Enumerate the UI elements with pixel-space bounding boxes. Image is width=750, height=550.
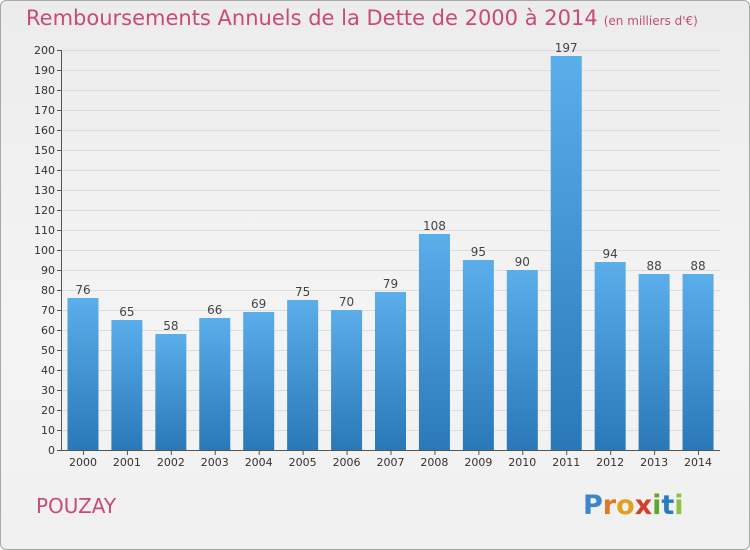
bar <box>111 320 143 450</box>
y-tick-label: 50 <box>41 344 55 357</box>
x-tick-label: 2006 <box>333 456 361 469</box>
bar <box>375 292 406 450</box>
bar <box>287 300 319 450</box>
x-tick-label: 2002 <box>157 456 185 469</box>
chart-title-text: Remboursements Annuels de la Dette de 20… <box>26 6 598 30</box>
data-label: 108 <box>423 219 446 233</box>
x-tick-label: 2013 <box>640 456 668 469</box>
data-label: 58 <box>163 319 178 333</box>
chart-title: Remboursements Annuels de la Dette de 20… <box>26 6 698 30</box>
chart-unit: (en milliers d'€) <box>603 14 698 28</box>
y-tick-label: 70 <box>41 304 55 317</box>
bar <box>506 270 538 450</box>
axis-layer: 0 10 20 30 40 50 60 70 80 90 100 110 120 130 140 150 160… <box>34 44 720 457</box>
x-tick-label: 2001 <box>113 456 141 469</box>
data-label: 90 <box>515 255 530 269</box>
y-tick-label: 200 <box>34 44 55 57</box>
y-tick-label: 90 <box>41 264 55 277</box>
data-label: 88 <box>646 259 661 273</box>
x-tick-label: 2010 <box>508 456 536 469</box>
label-layer: 2000 76 2001 65 2002 58 2003 66 2004 69 2005 75 2006… <box>69 41 712 469</box>
bar <box>462 260 494 450</box>
x-tick-label: 2007 <box>377 456 405 469</box>
y-tick-label: 140 <box>34 164 55 177</box>
y-tick-label: 10 <box>41 424 55 437</box>
x-tick-label: 2014 <box>684 456 712 469</box>
y-tick-label: 60 <box>41 324 55 337</box>
data-label: 88 <box>690 259 705 273</box>
y-tick-label: 80 <box>41 284 55 297</box>
data-label: 70 <box>339 295 354 309</box>
y-tick-label: 100 <box>34 244 55 257</box>
y-tick-label: 30 <box>41 384 55 397</box>
y-tick-label: 160 <box>34 124 55 137</box>
data-label: 75 <box>295 285 310 299</box>
bar <box>638 274 670 450</box>
y-tick-label: 190 <box>34 64 55 77</box>
x-tick-label: 2011 <box>552 456 580 469</box>
data-label: 65 <box>119 305 134 319</box>
bar <box>243 312 275 450</box>
x-tick-label: 2003 <box>201 456 229 469</box>
y-tick-label: 170 <box>34 104 55 117</box>
x-tick-label: 2009 <box>464 456 492 469</box>
data-label: 69 <box>251 297 266 311</box>
proxiti-logo: Proxiti <box>583 490 684 521</box>
y-tick-label: 0 <box>48 444 55 457</box>
data-label: 76 <box>75 283 90 297</box>
y-tick-label: 20 <box>41 404 55 417</box>
x-tick-label: 2012 <box>596 456 624 469</box>
bar <box>418 234 450 450</box>
x-tick-label: 2000 <box>69 456 97 469</box>
x-tick-label: 2008 <box>420 456 448 469</box>
data-label: 94 <box>603 247 618 261</box>
bar-layer <box>67 56 714 450</box>
y-tick-label: 180 <box>34 84 55 97</box>
bar <box>199 318 231 450</box>
bar <box>331 310 363 450</box>
y-tick-label: 120 <box>34 204 55 217</box>
bar <box>594 262 626 450</box>
bar <box>550 56 582 450</box>
bar <box>67 298 99 450</box>
data-label: 197 <box>555 41 578 55</box>
x-tick-label: 2004 <box>245 456 273 469</box>
y-tick-label: 40 <box>41 364 55 377</box>
data-label: 95 <box>471 245 486 259</box>
bar <box>682 274 714 450</box>
bar <box>155 334 187 450</box>
data-label: 79 <box>383 277 398 291</box>
y-tick-label: 130 <box>34 184 55 197</box>
commune-name: POUZAY <box>36 494 117 518</box>
y-tick-label: 150 <box>34 144 55 157</box>
data-label: 66 <box>207 303 222 317</box>
y-tick-label: 110 <box>34 224 55 237</box>
x-tick-label: 2005 <box>289 456 317 469</box>
